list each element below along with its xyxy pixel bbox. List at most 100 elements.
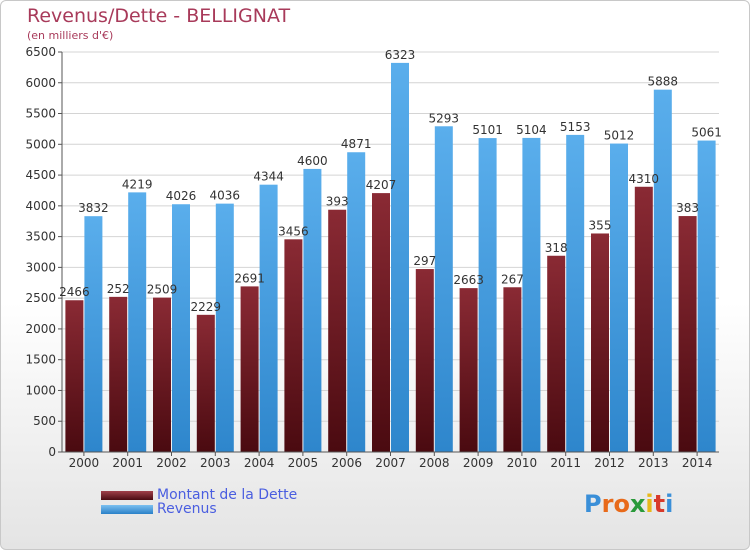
data-label-dette-2008: 297 — [413, 254, 436, 268]
data-label-dette-2002: 2509 — [147, 283, 178, 297]
logo-letter: o — [613, 490, 630, 518]
grid-lines — [62, 51, 719, 422]
data-label-revenus-2001: 4219 — [122, 177, 153, 191]
x-tick-label-2004: 2004 — [244, 456, 275, 470]
data-label-dette-2013: 4310 — [629, 172, 660, 186]
data-label-revenus-2000: 3832 — [78, 201, 109, 215]
x-tick-label-2005: 2005 — [288, 456, 319, 470]
x-tick-label-2013: 2013 — [638, 456, 669, 470]
x-tick-label-2014: 2014 — [682, 456, 713, 470]
y-tick-label: 5000 — [25, 137, 56, 151]
bars — [65, 62, 716, 453]
y-tick-label: 3500 — [25, 230, 56, 244]
logo-letter: i — [665, 490, 674, 518]
data-label-dette-2010: 267 — [501, 272, 524, 286]
data-label-dette-2004: 2691 — [234, 271, 265, 285]
bar-revenus-2009 — [478, 138, 497, 453]
data-label-revenus-2006: 4871 — [341, 137, 372, 151]
legend-label-revenus: Revenus — [157, 501, 217, 517]
axes — [58, 51, 719, 456]
data-label-revenus-2008: 5293 — [429, 111, 460, 125]
bar-revenus-2007 — [391, 62, 409, 453]
logo-letter: t — [653, 490, 666, 518]
y-tick-label: 6500 — [25, 45, 56, 59]
data-label-revenus-2010: 5104 — [516, 123, 547, 137]
legend-item-dette: Montant de la Dette — [101, 487, 297, 503]
bar-revenus-2011 — [566, 134, 585, 452]
y-tick-label: 500 — [33, 414, 56, 428]
bar-revenus-2001 — [128, 192, 147, 452]
bar-dette-2002 — [153, 297, 171, 452]
y-tick-label: 3000 — [25, 260, 56, 274]
data-label-dette-2001: 252 — [107, 282, 130, 296]
x-tick-label-2003: 2003 — [200, 456, 231, 470]
data-label-dette-2005: 3456 — [278, 224, 309, 238]
bar-revenus-2005 — [303, 168, 322, 452]
data-label-dette-2000: 2466 — [59, 285, 90, 299]
bar-revenus-2004 — [259, 184, 278, 452]
y-tick-label: 2500 — [25, 291, 56, 305]
y-tick-label: 0 — [48, 445, 56, 459]
data-label-dette-2007: 4207 — [366, 178, 397, 192]
x-tick-label-2006: 2006 — [331, 456, 362, 470]
data-label-revenus-2002: 4026 — [166, 189, 197, 203]
data-label-dette-2006: 393 — [326, 195, 349, 209]
data-label-revenus-2014: 5061 — [691, 126, 722, 140]
data-label-revenus-2004: 4344 — [253, 170, 284, 184]
y-tick-label: 2000 — [25, 322, 56, 336]
x-tick-label-2010: 2010 — [507, 456, 538, 470]
logo-letter: r — [601, 490, 614, 518]
y-tick-label: 6000 — [25, 76, 56, 90]
y-tick-label: 1000 — [25, 383, 56, 397]
bar-revenus-2012 — [610, 143, 628, 453]
bar-dette-2014 — [678, 216, 697, 452]
bar-dette-2009 — [459, 288, 478, 452]
logo-letter: x — [629, 490, 646, 518]
bar-revenus-2006 — [347, 152, 366, 452]
proxiti-logo: Proxiti — [584, 490, 673, 518]
bar-revenus-2002 — [172, 204, 190, 452]
y-tick-label: 4000 — [25, 199, 56, 213]
bar-revenus-2008 — [434, 126, 453, 453]
bar-dette-2011 — [547, 255, 566, 452]
data-label-revenus-2003: 4036 — [210, 189, 241, 203]
y-tick-label: 4500 — [25, 168, 56, 182]
data-label-dette-2014: 383 — [676, 201, 699, 215]
x-tick-label-2012: 2012 — [594, 456, 625, 470]
bar-revenus-2003 — [215, 203, 234, 452]
data-label-revenus-2007: 6323 — [385, 48, 416, 62]
bar-dette-2004 — [240, 286, 259, 452]
legend-label-dette: Montant de la Dette — [157, 487, 298, 503]
bar-dette-2000 — [65, 300, 84, 452]
x-tick-label-2011: 2011 — [550, 456, 581, 470]
bar-revenus-2000 — [84, 216, 103, 452]
data-label-revenus-2005: 4600 — [297, 154, 328, 168]
bar-dette-2001 — [109, 296, 128, 452]
x-tick-label-2001: 2001 — [112, 456, 143, 470]
bar-dette-2013 — [634, 186, 653, 452]
chart-title: Revenus/Dette - BELLIGNAT — [27, 5, 291, 27]
data-label-dette-2009: 2663 — [453, 273, 484, 287]
bar-dette-2007 — [372, 193, 390, 452]
bar-revenus-2013 — [653, 89, 672, 453]
y-tick-label: 1500 — [25, 353, 56, 367]
x-tick-label-2009: 2009 — [463, 456, 494, 470]
bar-dette-2010 — [503, 287, 522, 452]
logo-letter: P — [584, 490, 602, 518]
bar-dette-2012 — [591, 233, 609, 452]
legend-swatch-dette — [101, 490, 153, 500]
data-label-dette-2012: 355 — [589, 218, 612, 232]
bar-revenus-2014 — [697, 140, 716, 453]
x-tick-label-2007: 2007 — [375, 456, 406, 470]
bar-dette-2006 — [328, 209, 347, 452]
bar-dette-2008 — [415, 269, 434, 452]
labels: 0 500 1000 1500 2000 2500 3000 3500 4000 4500 5000… — [25, 45, 721, 470]
data-label-revenus-2012: 5012 — [604, 129, 635, 143]
data-label-revenus-2011: 5153 — [560, 120, 591, 134]
legend-swatch-revenus — [101, 504, 153, 514]
bar-dette-2005 — [284, 239, 303, 452]
bar-dette-2003 — [196, 314, 215, 452]
legend-item-revenus: Revenus — [101, 501, 217, 517]
data-label-revenus-2009: 5101 — [472, 123, 503, 137]
